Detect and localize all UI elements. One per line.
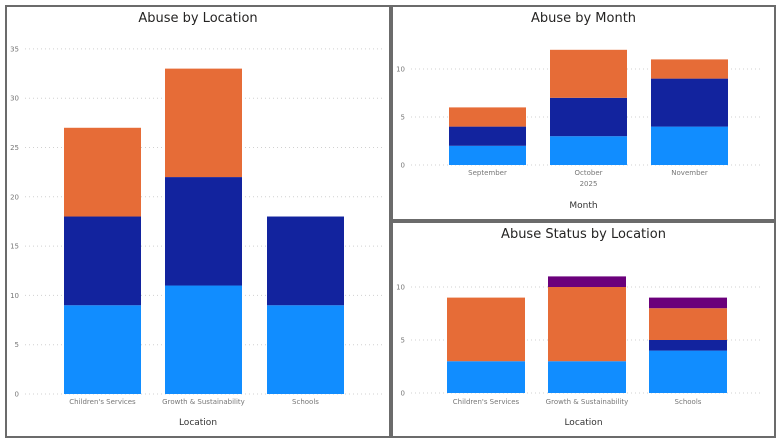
bar-segment bbox=[449, 126, 526, 146]
x-tick-label: October bbox=[574, 169, 602, 177]
bar-segment bbox=[64, 305, 141, 394]
y-tick-label: 25 bbox=[10, 144, 19, 152]
x-tick-label: Children's Services bbox=[69, 398, 136, 406]
bar-segment bbox=[649, 297, 727, 309]
x-axis-title: Location bbox=[564, 418, 602, 428]
x-group-label: 2025 bbox=[580, 180, 598, 188]
abuse-by-location-chart: 0 5 10 15 20 25 30 35 Children's Services Growth … bbox=[10, 45, 382, 428]
bar-segment bbox=[651, 78, 728, 127]
bar-segment bbox=[447, 297, 525, 362]
y-tick-label: 30 bbox=[10, 95, 19, 103]
bar-segment bbox=[651, 126, 728, 165]
x-tick-label: September bbox=[468, 169, 507, 177]
bar-segment bbox=[64, 127, 141, 217]
x-tick-label: November bbox=[671, 169, 708, 177]
x-tick-label: Schools bbox=[675, 398, 702, 406]
abuse-status-by-location-chart: 0 5 10 Children's Services Growth & Sustaina… bbox=[396, 276, 763, 428]
bar-segment bbox=[267, 305, 344, 394]
bar-segment bbox=[449, 145, 526, 165]
chart-title: Abuse by Location bbox=[138, 11, 258, 26]
y-tick-label: 5 bbox=[401, 114, 405, 122]
bar-segment bbox=[649, 308, 727, 340]
bar-segment bbox=[649, 340, 727, 351]
bar-segment bbox=[447, 361, 525, 393]
x-tick-label: Growth & Sustainability bbox=[546, 398, 629, 406]
y-tick-label: 0 bbox=[15, 391, 19, 399]
y-tick-label: 15 bbox=[10, 243, 19, 251]
bar-segment bbox=[548, 276, 626, 287]
y-tick-label: 10 bbox=[10, 292, 19, 300]
x-axis-title: Location bbox=[179, 418, 217, 428]
bar-segment bbox=[64, 216, 141, 306]
y-tick-label: 10 bbox=[396, 66, 405, 74]
bar-segment bbox=[649, 350, 727, 393]
y-tick-label: 0 bbox=[401, 162, 405, 170]
bar-segment bbox=[267, 216, 344, 306]
abuse-by-month-panel: Abuse by Month 0 5 10 September October Novem… bbox=[391, 5, 776, 221]
x-tick-label: Children's Services bbox=[453, 398, 520, 406]
x-axis-title: Month bbox=[569, 201, 597, 211]
y-tick-label: 0 bbox=[401, 390, 405, 398]
bar-segment bbox=[548, 361, 626, 393]
abuse-by-month-chart: 0 5 10 September October November 2025 Month bbox=[396, 49, 763, 211]
chart-title: Abuse by Month bbox=[530, 11, 637, 26]
bar-segment bbox=[548, 287, 626, 362]
bar-segment bbox=[449, 107, 526, 127]
chart-title: Abuse Status by Location bbox=[501, 227, 666, 242]
bar-segment bbox=[550, 97, 627, 137]
y-tick-label: 35 bbox=[10, 45, 19, 53]
bar-segment bbox=[651, 59, 728, 79]
y-tick-label: 10 bbox=[396, 284, 405, 292]
abuse-status-by-location-panel: Abuse Status by Location 0 5 10 Children's … bbox=[391, 221, 776, 438]
bar-segment bbox=[165, 285, 242, 394]
bar-segment bbox=[550, 49, 627, 98]
x-tick-label: Schools bbox=[292, 398, 319, 406]
y-tick-label: 20 bbox=[10, 193, 19, 201]
bar-segment bbox=[550, 136, 627, 165]
y-tick-label: 5 bbox=[15, 341, 19, 349]
abuse-by-location-panel: Abuse by Location 0 5 10 15 20 25 30 35 Children… bbox=[5, 5, 391, 438]
y-tick-label: 5 bbox=[401, 337, 405, 345]
bar-segment bbox=[165, 177, 242, 286]
x-tick-label: Growth & Sustainability bbox=[162, 398, 245, 406]
bar-segment bbox=[165, 68, 242, 178]
